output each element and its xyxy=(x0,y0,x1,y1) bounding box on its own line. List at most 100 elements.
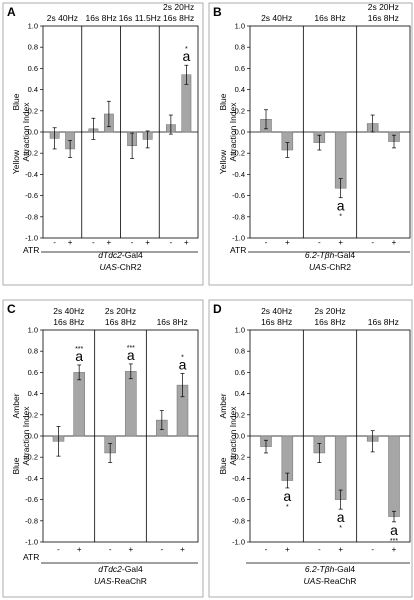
y-tick-label: -0.8 xyxy=(232,516,245,525)
significance-letter: a xyxy=(283,488,291,504)
panel-frame xyxy=(2,2,204,286)
condition-label: 16s 8Hz xyxy=(86,13,117,23)
y-label-top: Blue xyxy=(218,93,228,110)
atr-sign: + xyxy=(184,238,189,247)
y-tick-label: 0.0 xyxy=(235,128,245,137)
atr-sign: + xyxy=(285,545,290,554)
y-tick-label: -0.4 xyxy=(25,474,38,483)
y-tick-label: -0.4 xyxy=(232,474,245,483)
condition-label: 2s 40Hz xyxy=(47,13,78,23)
y-tick-label: 0.4 xyxy=(28,389,38,398)
significance-stars: *** xyxy=(390,538,398,545)
condition-label: 16s 8Hz xyxy=(368,13,399,23)
y-tick-label: -0.2 xyxy=(25,453,38,462)
condition-label: 16s 8Hz xyxy=(368,317,399,327)
y-tick-label: -1.0 xyxy=(232,234,245,243)
panel-letter: D xyxy=(213,302,222,316)
y-tick-label: 0.6 xyxy=(28,368,38,377)
y-label-bottom: Blue xyxy=(11,457,21,474)
significance-stars: * xyxy=(339,525,342,532)
condition-label: 2s 40Hz xyxy=(53,306,84,316)
panel-frame xyxy=(208,2,413,286)
condition-label: 16s 8Hz xyxy=(314,13,345,23)
atr-sign: - xyxy=(265,545,268,554)
y-tick-label: -0.6 xyxy=(25,495,38,504)
significance-stars: * xyxy=(181,354,184,361)
y-tick-label: 0.2 xyxy=(28,106,38,115)
genotype-driver: dTdc2-Gal4 xyxy=(98,250,143,260)
y-tick-label: 0.0 xyxy=(28,128,38,137)
y-tick-label: 0.8 xyxy=(235,43,245,52)
y-tick-label: 0.6 xyxy=(235,368,245,377)
significance-stars: *** xyxy=(75,346,83,353)
y-label-bottom: Yellow xyxy=(11,149,21,174)
condition-label: 2s 20Hz xyxy=(314,306,345,316)
genotype-effector: UAS-ReaChR xyxy=(94,576,147,586)
condition-label: 16s 11.5Hz xyxy=(119,13,161,23)
panel-frame xyxy=(2,299,204,598)
atr-sign: + xyxy=(180,545,185,554)
panel-letter: A xyxy=(7,5,16,19)
y-label-main: Attraction Index xyxy=(228,102,238,162)
y-tick-label: 0.2 xyxy=(235,410,245,419)
y-tick-label: 0.4 xyxy=(28,85,38,94)
y-tick-label: -0.2 xyxy=(25,149,38,158)
condition-label: 16s 8Hz xyxy=(261,317,292,327)
y-tick-label: 0.6 xyxy=(28,64,38,73)
panel-frame xyxy=(208,299,413,598)
condition-label: 16s 8Hz xyxy=(53,317,84,327)
significance-letter: a xyxy=(75,348,83,364)
y-tick-label: -1.0 xyxy=(25,538,38,547)
y-tick-label: -0.6 xyxy=(232,191,245,200)
y-tick-label: -0.8 xyxy=(25,516,38,525)
y-label-bottom: Yellow xyxy=(218,149,228,174)
condition-label: 16s 8Hz xyxy=(314,317,345,327)
atr-label: ATR xyxy=(23,552,39,562)
atr-sign: + xyxy=(107,238,112,247)
y-tick-label: -0.4 xyxy=(232,170,245,179)
significance-letter: a xyxy=(127,347,135,363)
y-tick-label: 0.4 xyxy=(235,85,245,94)
atr-sign: + xyxy=(392,238,397,247)
atr-sign: - xyxy=(53,238,56,247)
y-tick-label: 1.0 xyxy=(235,326,245,335)
y-tick-label: -1.0 xyxy=(232,538,245,547)
significance-stars: * xyxy=(286,504,289,511)
genotype-effector: UAS-ChR2 xyxy=(309,262,351,272)
y-tick-label: -1.0 xyxy=(25,234,38,243)
atr-sign: - xyxy=(57,545,60,554)
significance-letter: a xyxy=(337,198,345,214)
y-tick-label: 1.0 xyxy=(28,22,38,31)
atr-sign: - xyxy=(265,238,268,247)
bar xyxy=(125,371,137,437)
y-tick-label: 0.6 xyxy=(235,64,245,73)
y-tick-label: 1.0 xyxy=(235,22,245,31)
atr-sign: + xyxy=(338,545,343,554)
significance-stars: *** xyxy=(127,345,135,352)
atr-sign: + xyxy=(285,238,290,247)
condition-label: 2s 20Hz xyxy=(163,2,194,12)
y-label-bottom: Blue xyxy=(218,457,228,474)
atr-sign: - xyxy=(371,545,374,554)
y-tick-label: 0.8 xyxy=(28,347,38,356)
y-tick-label: -0.6 xyxy=(232,495,245,504)
y-tick-label: -0.8 xyxy=(232,212,245,221)
significance-letter: a xyxy=(179,356,187,372)
significance-letter: a xyxy=(182,48,190,64)
atr-sign: - xyxy=(318,545,321,554)
atr-sign: + xyxy=(77,545,82,554)
atr-label: ATR xyxy=(230,245,246,255)
y-tick-label: 1.0 xyxy=(28,326,38,335)
condition-label: 2s 20Hz xyxy=(105,306,136,316)
y-tick-label: -0.6 xyxy=(25,191,38,200)
atr-sign: - xyxy=(371,238,374,247)
atr-sign: - xyxy=(131,238,134,247)
y-tick-label: -0.4 xyxy=(25,170,38,179)
atr-sign: - xyxy=(92,238,95,247)
genotype-driver: dTdc2-Gal4 xyxy=(98,564,143,574)
atr-sign: - xyxy=(160,545,163,554)
atr-sign: + xyxy=(128,545,133,554)
y-tick-label: 0.2 xyxy=(235,106,245,115)
atr-sign: - xyxy=(109,545,112,554)
